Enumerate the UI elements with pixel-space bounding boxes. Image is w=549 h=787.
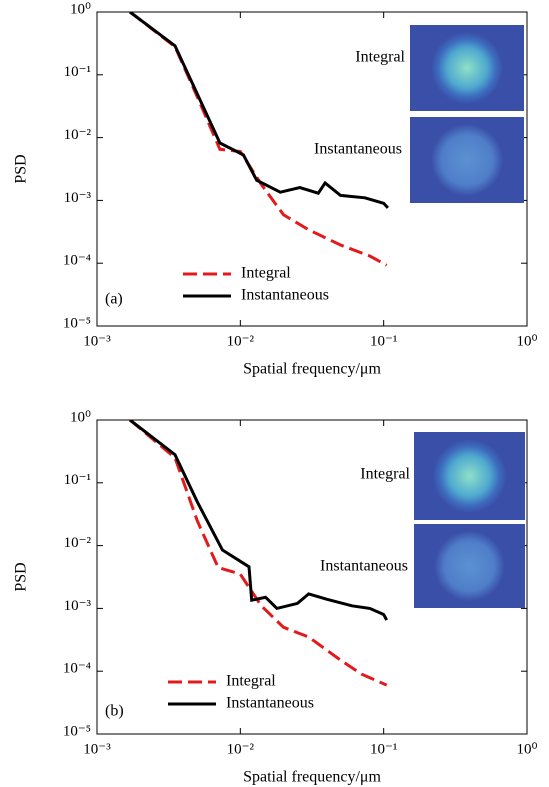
y-tick-label: 10⁻⁴ [63,253,91,269]
series-line [129,12,388,267]
inset-label: Instantaneous [314,141,402,158]
x-tick-label: 10⁻² [227,333,255,349]
series-line [129,420,389,621]
y-tick-label: 10⁻³ [64,598,92,614]
y-axis-label: PSD [13,154,30,183]
panel-label: (a) [105,291,123,308]
legend-label: Instantaneous [226,695,314,712]
series-line [129,12,390,209]
legend-label: Integral [241,265,291,282]
x-tick-label: 10⁰ [516,741,537,757]
x-tick-label: 10⁰ [516,333,537,349]
x-tick-label: 10⁻¹ [370,741,397,757]
inset-label: Integral [360,466,410,483]
legend-label: Integral [226,673,276,690]
panel-label: (b) [105,703,124,720]
y-tick-label: 10⁻⁵ [63,315,91,331]
y-tick-label: 10⁻¹ [64,472,91,488]
x-tick-label: 10⁻³ [83,741,111,757]
axes-frame [96,11,528,327]
inset-label: Integral [355,49,405,66]
y-tick-label: 10⁰ [70,409,91,425]
inset-spot [430,31,504,105]
y-tick-label: 10⁻² [64,535,92,551]
x-tick-label: 10⁻¹ [370,333,397,349]
y-tick-label: 10⁻³ [64,190,92,206]
inset-spot [430,123,504,197]
y-tick-label: 10⁻¹ [64,64,91,80]
inset-label: Instantaneous [320,558,408,575]
inset-spot [432,439,507,513]
inset-spot [434,530,505,602]
axes-frame [96,419,528,735]
x-axis-label: Spatial frequency/μm [243,361,381,378]
x-tick-label: 10⁻² [227,741,255,757]
y-axis-label: PSD [13,562,30,591]
y-tick-label: 10⁻⁵ [63,723,91,739]
x-tick-label: 10⁻³ [83,333,111,349]
legend-label: Instantaneous [241,287,329,304]
series-line [129,420,388,687]
y-tick-label: 10⁻⁴ [63,661,91,677]
y-tick-label: 10⁻² [64,127,92,143]
y-tick-label: 10⁰ [70,1,91,17]
x-axis-label: Spatial frequency/μm [243,769,381,786]
